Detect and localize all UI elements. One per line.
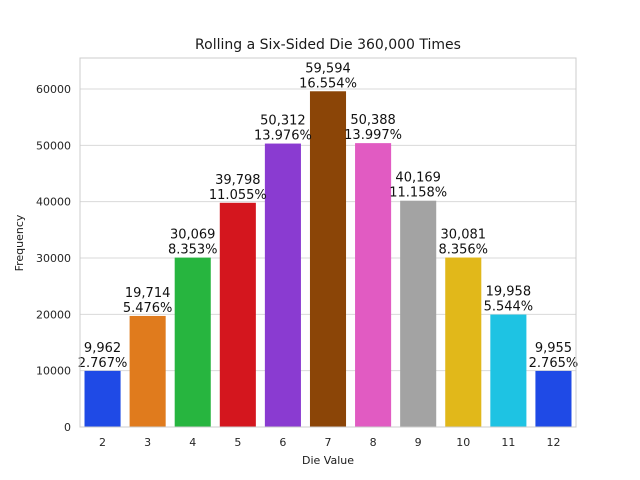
y-tick-label: 10000	[36, 365, 71, 378]
bar-percent-label: 2.765%	[529, 356, 579, 371]
bar-4	[174, 257, 211, 427]
bar-9	[400, 200, 437, 427]
x-tick-label: 6	[279, 436, 286, 449]
x-tick-label: 4	[189, 436, 196, 449]
bar-percent-label: 2.767%	[78, 356, 128, 371]
y-tick-label: 20000	[36, 308, 71, 321]
x-tick-label: 2	[99, 436, 106, 449]
bar-percent-label: 11.158%	[389, 186, 447, 201]
y-tick-label: 0	[64, 421, 71, 434]
bar-percent-label: 13.976%	[254, 129, 312, 144]
bar-8	[355, 143, 392, 428]
bar-2	[84, 370, 121, 427]
bar-percent-label: 5.476%	[123, 301, 173, 316]
y-tick-label: 30000	[36, 252, 71, 265]
bar-value-label: 40,169	[395, 171, 441, 186]
bar-value-label: 39,798	[215, 173, 261, 188]
y-tick-label: 50000	[36, 139, 71, 152]
bar-value-label: 30,069	[170, 228, 216, 243]
chart-title: Rolling a Six-Sided Die 360,000 Times	[195, 37, 461, 53]
bar-percent-label: 16.554%	[299, 76, 357, 91]
bar-7	[309, 91, 347, 427]
x-tick-label: 5	[234, 436, 241, 449]
bar-6	[264, 143, 301, 427]
bar-value-label: 19,958	[486, 285, 532, 300]
x-tick-label: 11	[501, 436, 515, 449]
bar-value-label: 30,081	[441, 228, 487, 243]
x-tick-label: 7	[325, 436, 332, 449]
bar-percent-label: 5.544%	[484, 300, 534, 315]
y-tick-label: 40000	[36, 196, 71, 209]
bar-10	[445, 257, 482, 427]
bars	[84, 91, 572, 428]
bar-value-label: 9,955	[535, 341, 572, 356]
plot-frame	[79, 57, 577, 428]
y-axis-label: Frequency	[13, 214, 26, 271]
bar-value-label: 19,714	[125, 286, 171, 301]
bar-value-label: 50,312	[260, 114, 306, 129]
x-tick-label: 12	[546, 436, 560, 449]
bar-value-label: 59,594	[305, 61, 351, 76]
bar-percent-label: 8.353%	[168, 243, 218, 258]
x-tick-label: 3	[144, 436, 151, 449]
bar-value-label: 9,962	[84, 341, 121, 356]
bar-value-label: 50,388	[350, 113, 396, 128]
y-tick-label: 60000	[36, 83, 71, 96]
bar-11	[490, 314, 527, 427]
bar-percent-label: 13.997%	[344, 128, 402, 143]
x-tick-label: 9	[415, 436, 422, 449]
x-tick-labels: 2 3 4 5 6 7 8 9 10 11 12	[99, 436, 560, 449]
x-tick-label: 8	[370, 436, 377, 449]
bar-3	[129, 315, 166, 427]
y-tick-labels: 0 10000 20000 30000 40000 50000 60000	[36, 83, 71, 434]
bar-12	[535, 370, 572, 427]
x-tick-label: 10	[456, 436, 470, 449]
bar-5	[219, 202, 256, 427]
bar-percent-label: 11.055%	[209, 188, 267, 203]
bar-percent-label: 8.356%	[438, 243, 488, 258]
x-axis-label: Die Value	[302, 454, 354, 467]
